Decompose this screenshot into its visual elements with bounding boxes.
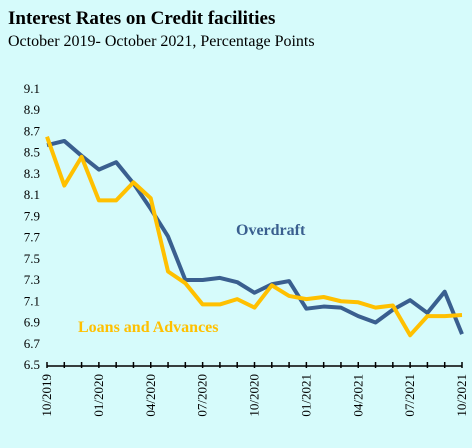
x-tick-label: 04/2020 [143,374,158,417]
series-label: Loans and Advances [78,319,219,336]
series-label: Overdraft [236,222,306,239]
x-tick-label: 01/2021 [298,374,313,417]
y-tick-label: 6.9 [24,315,40,330]
y-tick-label: 6.5 [24,357,40,372]
y-tick-label: 9.1 [24,81,40,96]
x-tick-label: 01/2020 [91,374,106,417]
line-series [46,138,464,335]
y-tick-label: 8.7 [24,123,41,138]
x-tick-label: 04/2021 [350,374,365,417]
x-tick-label: 10/2021 [454,374,469,417]
x-tick-label: 10/2019 [39,374,54,417]
x-tick-label: 07/2020 [195,374,210,417]
y-tick-label: 7.1 [24,293,40,308]
y-tick-label: 6.7 [24,336,41,351]
x-tick-label: 07/2021 [402,374,417,417]
y-tick-label: 8.1 [24,187,40,202]
y-tick-label: 7.3 [24,272,40,287]
y-tick-label: 8.5 [24,145,40,160]
y-tick-label: 8.3 [24,166,40,181]
x-tick-label: 10/2020 [247,374,262,417]
chart-title: Interest Rates on Credit facilities [8,8,275,29]
y-tick-label: 7.7 [24,230,41,245]
chart-subtitle: October 2019- October 2021, Percentage P… [8,33,315,50]
y-tick-label: 7.5 [24,251,40,266]
line-series [45,136,463,338]
y-tick-label: 7.9 [24,208,40,223]
y-tick-label: 8.9 [24,102,40,117]
